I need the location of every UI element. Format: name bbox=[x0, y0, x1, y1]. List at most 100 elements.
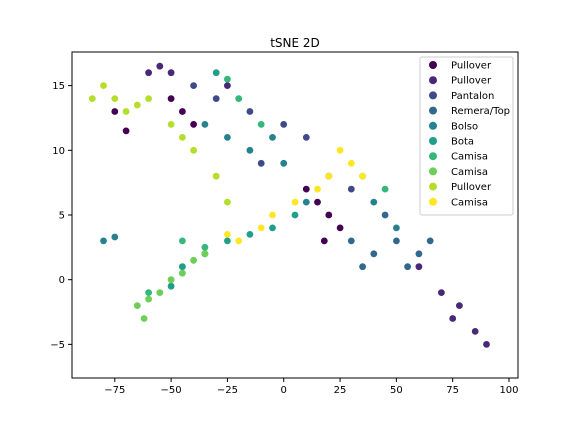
data-point bbox=[212, 69, 220, 77]
data-point bbox=[179, 269, 186, 277]
data-point bbox=[190, 256, 198, 264]
y-axis: −5 0 5 10 15 bbox=[50, 81, 72, 351]
data-point bbox=[314, 185, 321, 193]
data-point bbox=[88, 95, 96, 102]
legend-label: Pantalon bbox=[451, 91, 494, 102]
data-point bbox=[359, 263, 366, 271]
legend-label: Remera/Top bbox=[451, 106, 510, 117]
data-point bbox=[302, 185, 310, 193]
data-point bbox=[246, 146, 254, 154]
data-point bbox=[269, 211, 276, 219]
data-point bbox=[179, 134, 186, 141]
x-tick-label: −25 bbox=[217, 385, 238, 396]
data-point bbox=[167, 282, 175, 290]
data-point bbox=[257, 224, 265, 232]
y-tick-label: 15 bbox=[52, 81, 65, 92]
data-point bbox=[145, 295, 153, 303]
x-tick-label: 0 bbox=[281, 385, 287, 396]
data-point bbox=[269, 134, 276, 141]
legend-box bbox=[419, 56, 514, 216]
y-tick-label: 10 bbox=[52, 146, 65, 157]
legend-label: Camisa bbox=[451, 152, 488, 163]
data-point bbox=[133, 101, 141, 109]
legend-label: Camisa bbox=[451, 167, 488, 178]
data-point bbox=[359, 172, 366, 180]
data-point bbox=[280, 121, 288, 128]
data-point bbox=[190, 82, 198, 89]
data-point bbox=[246, 231, 254, 238]
legend-marker bbox=[429, 197, 437, 206]
legend-marker bbox=[429, 137, 437, 145]
x-tick-label: −50 bbox=[161, 385, 182, 396]
x-tick-label: 50 bbox=[390, 385, 403, 396]
legend-marker bbox=[429, 76, 437, 85]
x-tick-label: 100 bbox=[499, 385, 518, 396]
y-tick-label: 0 bbox=[59, 275, 65, 286]
scatter-points bbox=[88, 62, 490, 348]
data-point bbox=[122, 127, 130, 135]
data-point bbox=[224, 237, 231, 245]
legend-label: Pullover bbox=[451, 61, 492, 72]
data-point bbox=[145, 289, 153, 296]
legend: Pullover Pullover Pantalon Remera/Top Bolso B… bbox=[419, 56, 514, 216]
legend-label: Bolso bbox=[451, 121, 478, 132]
legend-label: Pullover bbox=[451, 182, 492, 193]
data-point bbox=[212, 172, 220, 180]
data-point bbox=[145, 69, 153, 77]
x-tick-label: 25 bbox=[334, 385, 347, 396]
data-point bbox=[269, 224, 276, 232]
data-point bbox=[167, 121, 175, 128]
data-point bbox=[179, 108, 186, 115]
data-point bbox=[280, 159, 288, 167]
data-point bbox=[111, 95, 119, 102]
data-point bbox=[100, 82, 107, 89]
y-tick-label: 5 bbox=[59, 211, 65, 222]
legend-marker bbox=[429, 121, 437, 130]
legend-label: Camisa bbox=[451, 197, 488, 208]
legend-marker bbox=[429, 182, 437, 191]
data-point bbox=[456, 302, 463, 309]
data-point bbox=[415, 250, 423, 258]
data-point bbox=[190, 146, 198, 154]
data-point bbox=[224, 198, 231, 206]
data-point bbox=[257, 121, 265, 128]
data-point bbox=[347, 237, 355, 245]
data-point bbox=[257, 159, 265, 167]
data-point bbox=[393, 224, 400, 232]
data-point bbox=[167, 69, 175, 77]
data-point bbox=[471, 328, 479, 335]
legend-label: Pullover bbox=[451, 76, 492, 87]
data-point bbox=[347, 159, 355, 167]
data-point bbox=[370, 198, 378, 206]
data-point bbox=[370, 250, 378, 258]
legend-marker bbox=[429, 106, 437, 115]
data-point bbox=[179, 263, 186, 271]
data-point bbox=[201, 250, 209, 258]
data-point bbox=[302, 198, 310, 206]
data-point bbox=[336, 146, 344, 154]
data-point bbox=[381, 211, 389, 219]
data-point bbox=[404, 263, 411, 271]
data-point bbox=[179, 237, 186, 245]
legend-marker bbox=[429, 61, 437, 69]
data-point bbox=[314, 198, 321, 206]
data-point bbox=[325, 172, 333, 180]
data-point bbox=[415, 263, 423, 271]
data-point bbox=[291, 211, 299, 219]
data-point bbox=[201, 243, 209, 251]
data-point bbox=[347, 185, 355, 193]
data-point bbox=[156, 289, 164, 296]
data-point bbox=[438, 289, 445, 296]
data-point bbox=[167, 95, 175, 102]
data-point bbox=[140, 315, 148, 322]
data-point bbox=[302, 134, 310, 141]
data-point bbox=[111, 108, 119, 115]
legend-label: Bota bbox=[451, 137, 474, 148]
data-point bbox=[224, 231, 231, 238]
legend-marker bbox=[429, 91, 437, 100]
data-point bbox=[320, 237, 328, 245]
data-point bbox=[325, 211, 333, 219]
data-point bbox=[100, 237, 107, 245]
data-point bbox=[224, 75, 231, 83]
